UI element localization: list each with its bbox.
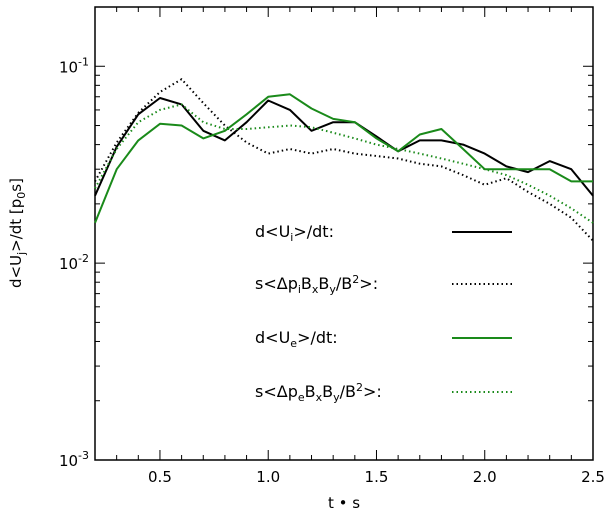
legend-label-part: e [298,391,305,404]
y-tick-label-exp: -3 [78,449,89,462]
legend-label-part: x [312,283,319,296]
x-tick-label: 1.0 [256,468,280,486]
legend-label-part: e [290,337,297,350]
legend-label-part: y [329,283,336,296]
y-axis-label-sub: j [15,252,28,256]
legend-label-3: d<Ue>/dt: [255,328,338,350]
y-axis-label-part: >/dt [p [7,199,25,252]
legend-label-part: 2 [352,273,359,286]
legend-label-part: >: [359,274,378,293]
series-line-3 [94,93,593,224]
tick-marks [94,6,594,461]
legend-label-part: B [305,382,316,401]
y-tick-label: 10-3 [59,449,89,470]
legend-label-part: >: [363,382,382,401]
x-tick-labels: 0.5 1.0 1.5 2.0 2.5 [148,468,605,486]
legend: d<Ui>/dt:s<ΔpiBxBy/B2>:d<Ue>/dt:s<ΔpeBxB… [255,222,512,404]
legend-label-part: >/dt: [297,328,338,347]
series-line-2 [94,78,594,242]
y-axis-label-part: s] [7,178,25,192]
legend-label-part: B [301,274,312,293]
legend-label-1: d<Ui>/dt: [255,222,334,244]
y-tick-label-base: 10 [59,58,78,76]
x-tick-label: 1.5 [365,468,389,486]
legend-label-part: B [322,382,333,401]
y-axis-label: d<Uj>/dt [p0s] [7,178,28,288]
x-tick-label: 0.5 [148,468,172,486]
legend-label-part: B [318,274,329,293]
series-line-4 [94,103,594,224]
x-tick-label: 2.0 [473,468,497,486]
y-tick-label-base: 10 [59,255,78,273]
legend-label-part: /B [336,274,352,293]
legend-label-part: 2 [356,381,363,394]
series-lines [94,78,594,242]
series-line-1 [94,97,594,197]
legend-label-part: d<U [255,222,290,241]
legend-label-4: s<ΔpeBxBy/B2>: [255,381,382,404]
y-tick-label-exp: -2 [78,252,89,265]
legend-label-part: s<Δp [255,274,298,293]
legend-label-part: x [316,391,323,404]
y-tick-label: 10-1 [59,55,89,76]
y-axis-label-part: d<U [7,255,25,288]
y-tick-label-exp: -1 [78,55,89,68]
legend-label-part: i [298,283,301,296]
legend-label-part: >/dt: [293,222,334,241]
legend-label-2: s<ΔpiBxBy/B2>: [255,273,378,296]
y-tick-label-base: 10 [59,452,78,470]
legend-label-part: i [290,231,293,244]
y-tick-label: 10-2 [59,252,89,273]
legend-label-part: /B [340,382,356,401]
x-axis-label: t • s [328,494,360,512]
legend-label-part: d<U [255,328,290,347]
y-tick-labels: 10-110-210-3 [59,55,89,470]
legend-label-part: s<Δp [255,382,298,401]
legend-label-part: y [333,391,340,404]
x-tick-label: 2.5 [581,468,605,486]
plot-frame [94,6,594,461]
y-axis-label-sub: 0 [15,192,28,199]
